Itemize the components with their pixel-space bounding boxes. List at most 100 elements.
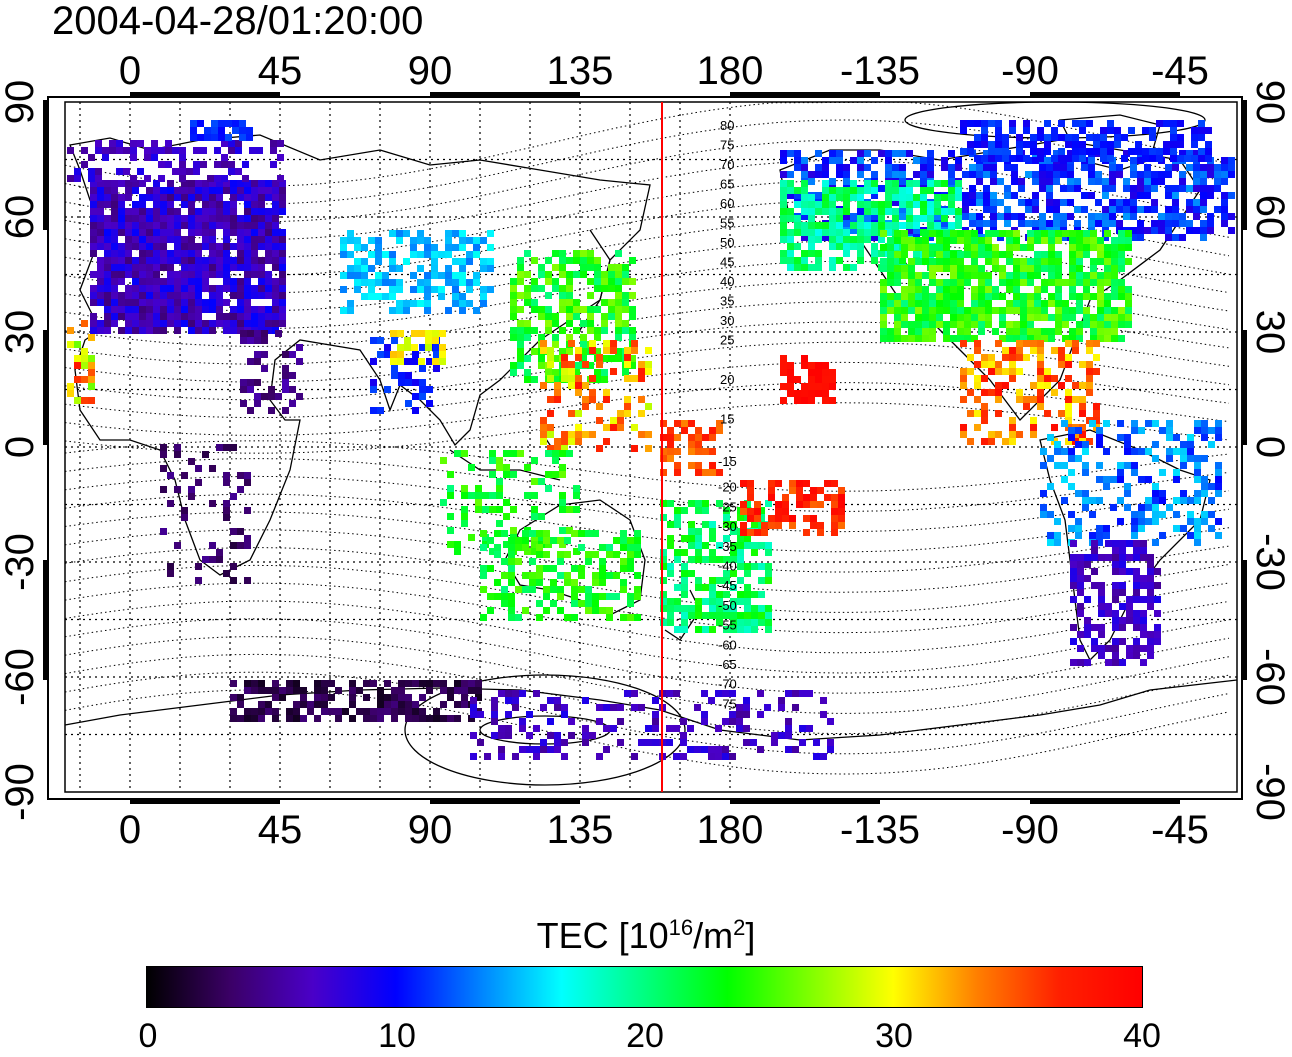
tec-cell [398,708,405,715]
tec-cell [880,314,887,321]
tec-cell [815,383,822,390]
tec-cell [494,544,501,551]
tec-cell [1039,171,1046,178]
contour-line [64,511,1230,573]
tec-cell [531,492,538,499]
tec-cell [1144,164,1151,171]
tec-cell [1193,178,1200,185]
tec-cell [557,537,564,544]
tec-cell [531,306,538,313]
tec-cell [552,341,559,348]
tec-cell [976,164,983,171]
tec-cell [111,222,118,229]
tec-cell [1076,321,1083,328]
tec-cell [850,213,857,220]
tec-cell [566,292,573,299]
tec-cell [1037,155,1044,162]
tec-cell [216,257,223,264]
tec-cell [470,697,477,704]
tec-cell [582,431,589,438]
tec-cell [950,293,957,300]
tec-cell [587,362,594,369]
tec-cell [681,507,688,514]
tec-cell [531,327,538,334]
tec-cell [139,285,146,292]
tec-cell [716,469,723,476]
contour-label: 35 [720,294,734,309]
tec-cell [237,194,244,201]
tec-cell [197,134,204,141]
tec-cell [1221,178,1228,185]
tec-cell [1023,127,1030,134]
tec-cell [990,199,997,206]
tec-cell [575,354,582,361]
tec-cell [1072,347,1079,354]
tec-cell [440,457,447,464]
tec-cell [1090,230,1097,237]
tec-cell [475,492,482,499]
tec-cell [517,264,524,271]
tec-cell [652,725,659,732]
tec-cell [209,201,216,208]
tec-cell [1023,340,1030,347]
tec-cell [258,194,265,201]
tec-cell [432,358,439,365]
tec-cell [368,279,375,286]
tec-cell [172,168,179,175]
tec-cell [139,271,146,278]
tec-cell [314,680,321,687]
tec-cell [638,396,645,403]
tec-cell [139,278,146,285]
tec-cell [751,605,758,612]
tec-cell [433,351,440,358]
tec-cell [531,257,538,264]
tec-cell [1055,293,1062,300]
tec-cell [1032,192,1039,199]
tec-cell [1077,575,1084,582]
tec-cell [515,558,522,565]
tec-cell [561,711,568,718]
tec-cell [1103,532,1110,539]
tec-cell [466,279,473,286]
tec-cell [181,250,188,257]
tec-cell [209,243,216,250]
tec-cell [1006,328,1013,335]
tec-cell [265,208,272,215]
tec-cell [585,551,592,558]
tec-cell [261,351,268,358]
tec-cell [787,257,794,264]
tec-cell [244,320,251,327]
tec-cell [608,271,615,278]
tec-cell [188,271,195,278]
tec-cell [1140,610,1147,617]
colorbar-tick-0: 0 [138,1017,158,1055]
tec-cell [1118,321,1125,328]
tec-cell [981,410,988,417]
tec-cell [780,355,787,362]
tec-cell [195,208,202,215]
tec-cell [843,201,850,208]
tec-cell [491,711,498,718]
tec-cell [487,265,494,272]
tec-cell [461,680,468,687]
tec-cell [398,379,405,386]
tec-cell [1131,448,1138,455]
contour-label: 80 [720,118,734,133]
tec-cell [498,753,505,760]
tec-cell [536,565,543,572]
tec-cell [1194,462,1201,469]
tec-cell [505,711,512,718]
tec-cell [620,558,627,565]
tec-cell [1065,375,1072,382]
tec-cell [1098,610,1105,617]
tec-cell [480,258,487,265]
tec-cell [237,250,244,257]
tec-cell [1124,448,1131,455]
tec-cell [948,187,955,194]
tec-cell [167,201,174,208]
tec-cell [1044,141,1051,148]
tec-cell [815,390,822,397]
tec-cell [496,485,503,492]
tec-cell [580,334,587,341]
tec-cell [1058,148,1065,155]
